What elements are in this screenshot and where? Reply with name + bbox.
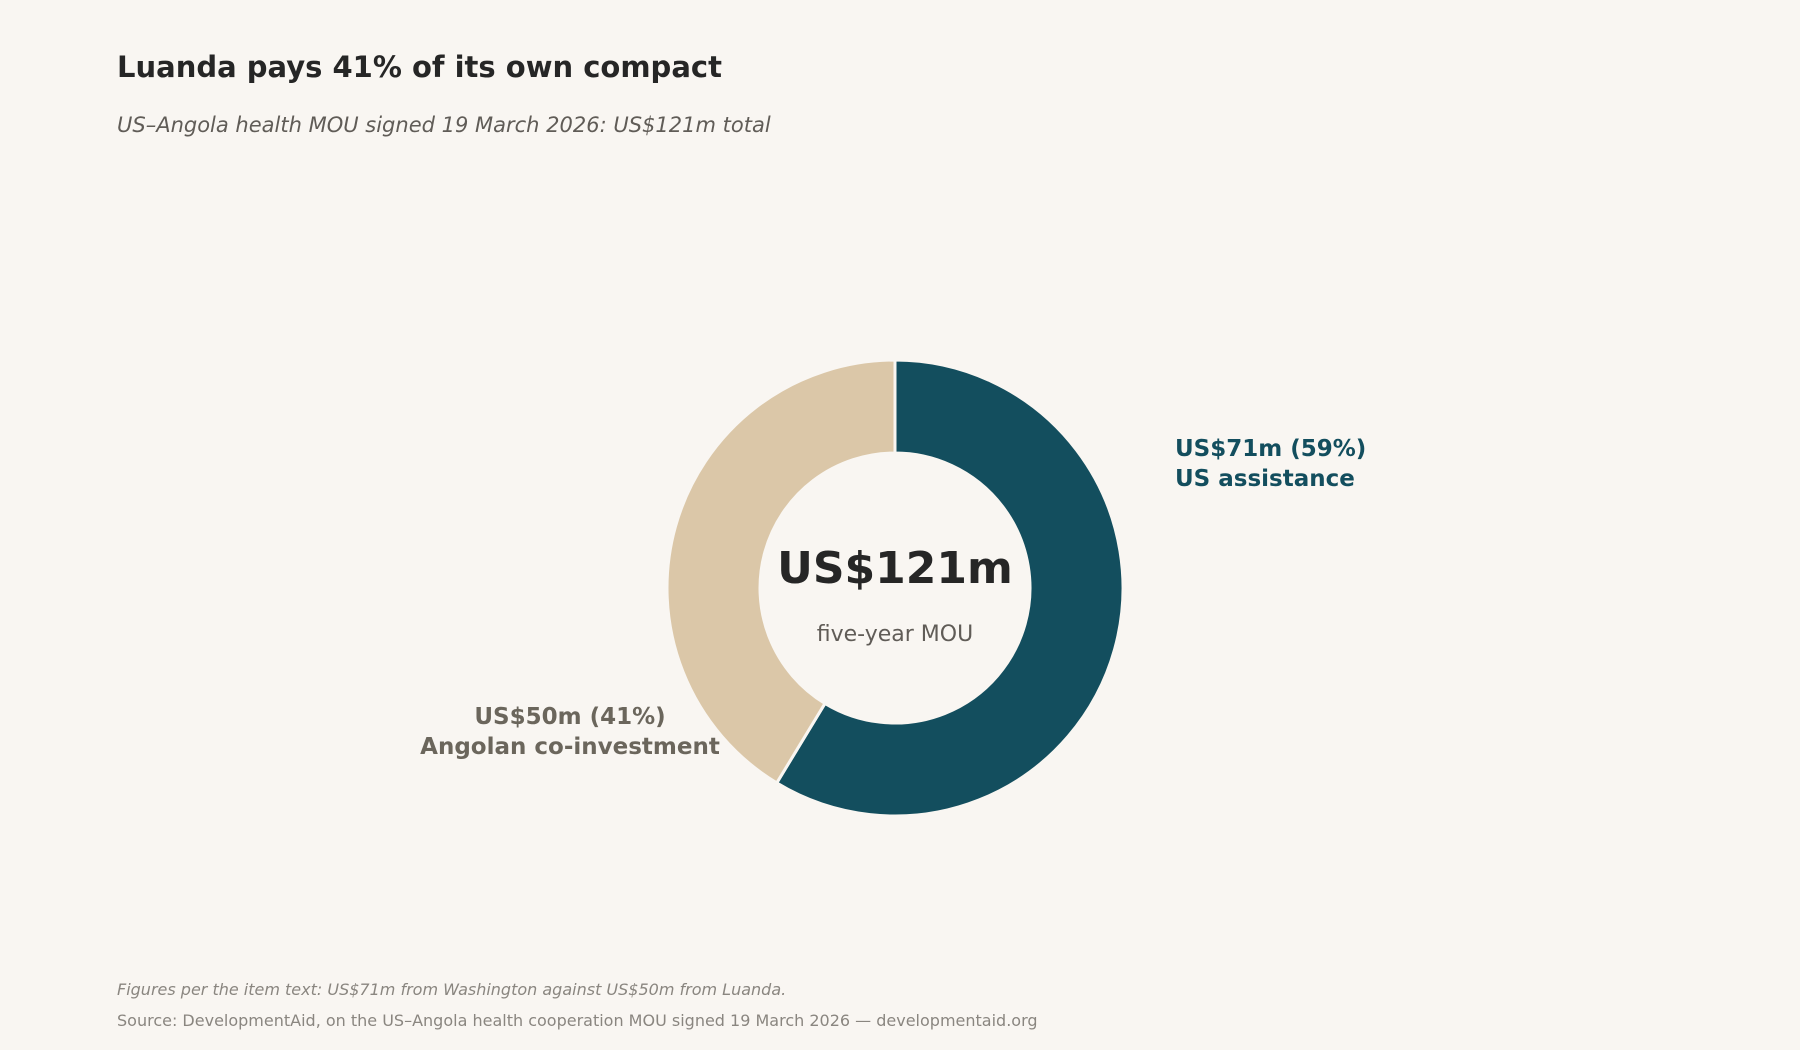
slice-1-name-label: US assistance [1175, 466, 1355, 492]
chart-subtitle: US–Angola health MOU signed 19 March 202… [117, 113, 771, 137]
chart-title: Luanda pays 41% of its own compact [117, 50, 722, 84]
slice-2-value-label: US$50m (41%) [474, 704, 665, 730]
footnote: Figures per the item text: US$71m from W… [117, 980, 787, 999]
donut-slice-2 [665, 358, 897, 785]
source-line: Source: DevelopmentAid, on the US–Angola… [117, 1011, 1038, 1030]
slice-1-value-label: US$71m (59%) [1175, 436, 1366, 462]
donut-slice-1 [775, 358, 1125, 818]
center-sublabel: five-year MOU [817, 622, 973, 647]
slice-labels: US$71m (59%) US assistance US$50m (41%) Ang… [420, 436, 1366, 760]
slice-2-name-label: Angolan co-investment [420, 734, 720, 760]
center-total-label: US$121m [777, 543, 1013, 594]
donut-slices [665, 358, 1125, 818]
